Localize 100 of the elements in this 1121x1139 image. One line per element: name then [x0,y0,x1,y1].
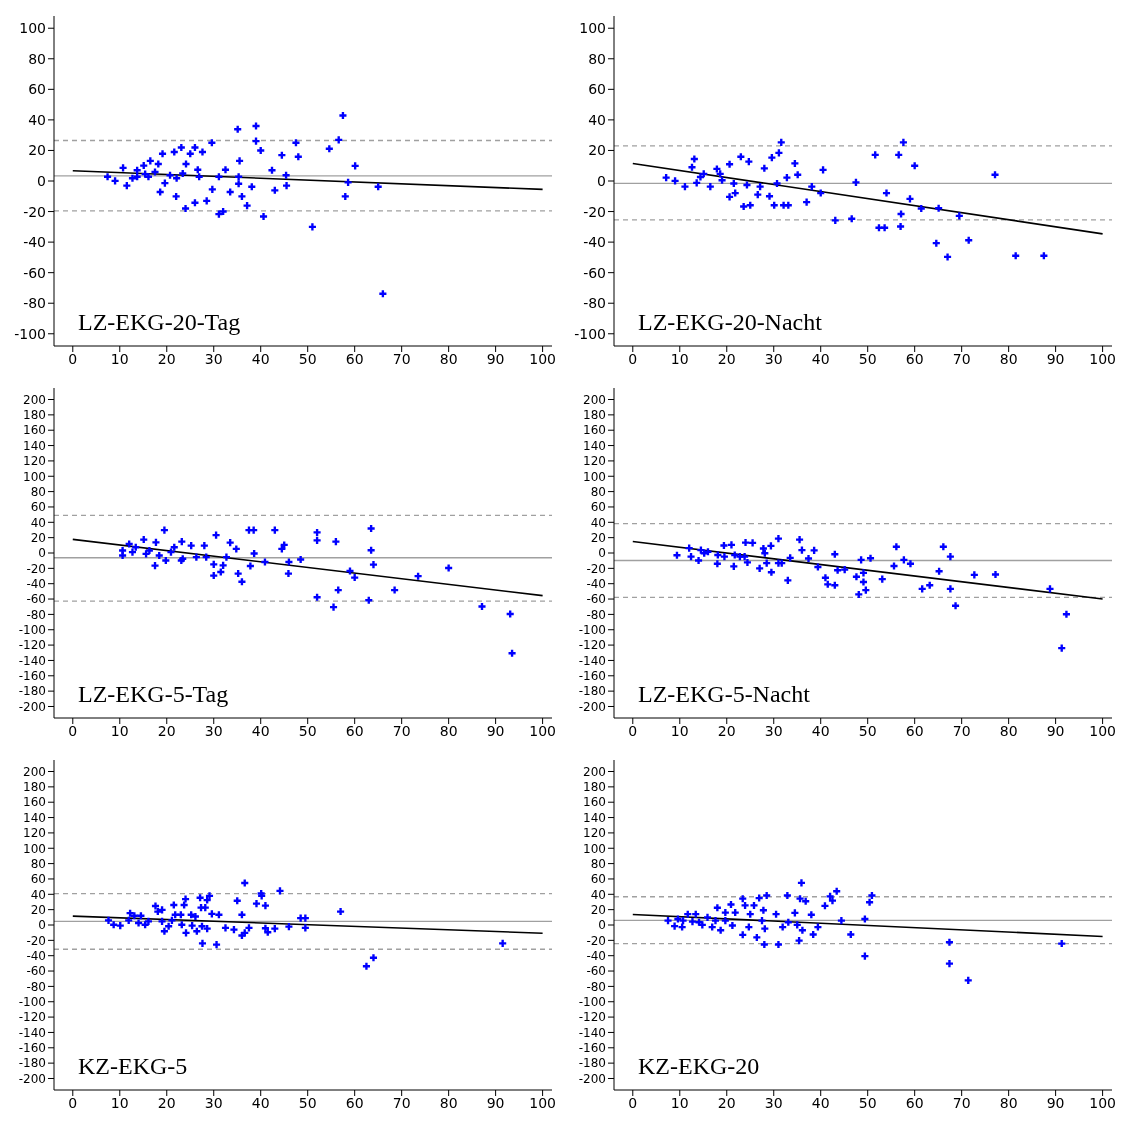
y-tick-label: -180 [18,684,46,699]
y-tick-label: -140 [18,653,46,668]
x-tick-label: 90 [486,722,505,739]
y-tick-label: -100 [574,325,606,342]
x-tick-label: 80 [999,350,1018,367]
x-tick-label: 50 [298,350,317,367]
x-tick-label: 0 [628,722,638,739]
y-tick-label: 0 [598,918,606,933]
y-tick-label: 180 [23,408,46,423]
y-tick-label: 0 [38,546,46,561]
y-tick-label: 200 [583,392,606,407]
y-tick-label: -60 [26,592,46,607]
x-tick-label: 0 [628,1094,638,1111]
x-tick-label: 100 [529,722,556,739]
x-tick-label: 10 [670,722,689,739]
y-tick-label: -40 [26,576,46,591]
y-tick-label: 140 [583,810,606,825]
text: LZ-EKG-20-Nacht [638,309,822,336]
y-tick-label: 40 [30,515,46,530]
y-tick-label: -160 [578,669,606,684]
y-tick-label: 100 [23,469,46,484]
x-tick-label: 60 [345,350,364,367]
y-tick-label: 60 [588,81,606,98]
x-tick-label: 80 [999,722,1018,739]
y-tick-label: -60 [583,264,606,281]
y-tick-label: -120 [18,1010,46,1025]
x-tick-label: 90 [1046,1094,1065,1111]
y-tick-label: 20 [28,142,46,159]
y-tick-label: -20 [26,561,46,576]
x-tick-label: 40 [251,350,270,367]
x-tick-label: 80 [439,350,458,367]
y-tick-label: -20 [26,933,46,948]
x-tick-label: 30 [204,350,223,367]
y-tick-label: 80 [28,50,46,67]
y-tick-label: -60 [586,592,606,607]
x-tick-label: 80 [999,1094,1018,1111]
x-tick-label: 0 [68,350,78,367]
y-tick-label: -200 [578,1071,606,1086]
y-tick-label: -200 [18,1071,46,1086]
y-tick-label: -180 [18,1056,46,1071]
y-tick-label: -80 [26,979,46,994]
y-tick-label: -160 [578,1041,606,1056]
x-tick-label: 0 [68,1094,78,1111]
y-tick-label: -140 [578,653,606,668]
y-tick-label: 160 [23,795,46,810]
y-tick-label: 40 [28,111,46,128]
y-tick-label: -20 [586,561,606,576]
y-tick-label: 0 [37,172,46,189]
y-tick-label: -160 [18,1041,46,1056]
x-tick-label: 10 [670,350,689,367]
x-tick-label: 90 [486,1094,505,1111]
y-tick-label: -120 [578,1010,606,1025]
x-tick-label: 70 [952,1094,971,1111]
x-tick-label: 30 [764,1094,783,1111]
x-tick-label: 100 [529,1094,556,1111]
y-tick-label: -40 [586,576,606,591]
y-tick-label: 140 [23,438,46,453]
y-tick-label: 160 [23,423,46,438]
y-tick-label: 120 [23,454,46,469]
y-tick-label: 80 [590,484,606,499]
x-tick-label: 10 [110,1094,129,1111]
y-tick-label: 100 [19,20,46,37]
y-tick-label: 80 [30,484,46,499]
y-tick-label: 120 [23,826,46,841]
x-tick-label: 30 [764,350,783,367]
y-tick-label: -140 [578,1025,606,1040]
x-tick-label: 20 [717,1094,736,1111]
text: LZ-EKG-20-Tag [78,309,241,336]
y-tick-label: 100 [579,20,606,37]
y-tick-label: -140 [18,1025,46,1040]
x-tick-label: 20 [157,722,176,739]
x-tick-label: 20 [717,350,736,367]
y-tick-label: 20 [30,902,46,917]
y-tick-label: -100 [578,623,606,637]
y-tick-label: 80 [30,856,46,871]
y-tick-label: 60 [590,872,606,887]
x-tick-label: 50 [858,1094,877,1111]
x-tick-label: 0 [68,722,78,739]
text: KZ-EKG-20 [638,1053,760,1080]
y-tick-label: -20 [583,203,606,220]
x-tick-label: 40 [811,722,830,739]
y-tick-label: 180 [583,408,606,423]
x-tick-label: 60 [905,1094,924,1111]
x-tick-label: 30 [204,1094,223,1111]
x-tick-label: 100 [529,350,556,367]
x-tick-label: 50 [858,350,877,367]
y-tick-label: -120 [18,638,46,653]
y-tick-label: -100 [18,623,46,637]
x-tick-label: 90 [1046,350,1065,367]
x-tick-label: 40 [251,1094,270,1111]
x-tick-label: 70 [392,722,411,739]
x-tick-label: 90 [486,350,505,367]
x-tick-label: 100 [1089,1094,1116,1111]
y-tick-label: 180 [23,780,46,795]
x-tick-label: 60 [905,350,924,367]
y-tick-label: -180 [578,684,606,699]
x-tick-label: 30 [204,722,223,739]
y-tick-label: -60 [26,964,46,979]
y-tick-label: -20 [23,203,46,220]
y-tick-label: 80 [588,50,606,67]
